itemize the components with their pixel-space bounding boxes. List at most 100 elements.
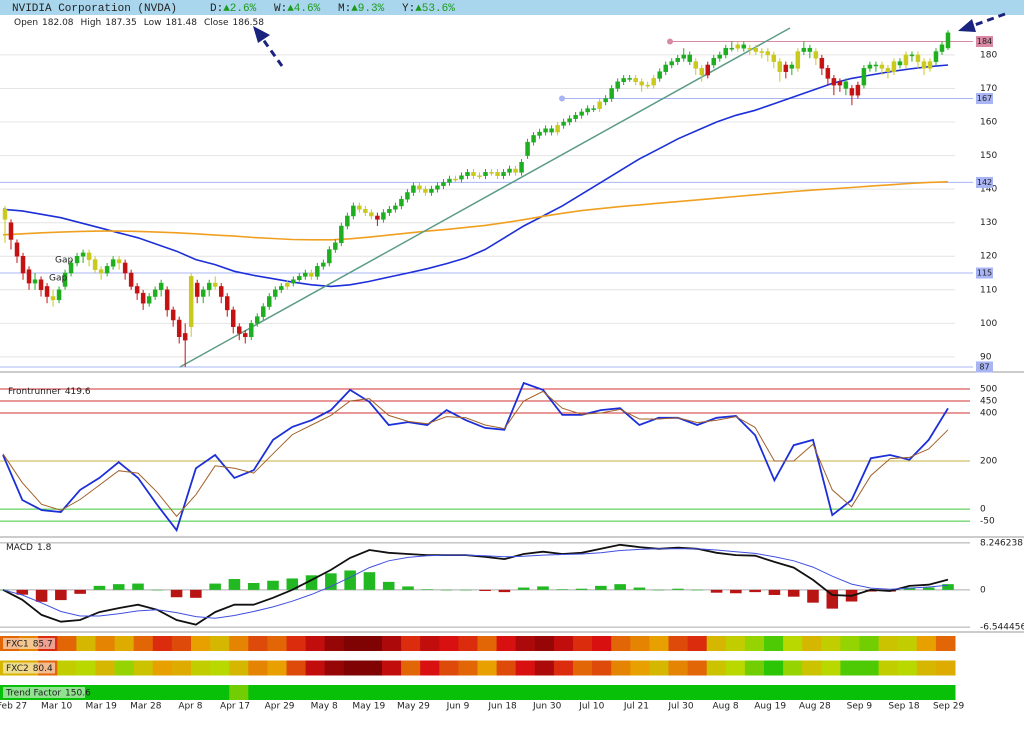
histogram-bar (151, 589, 164, 591)
heat-cell (802, 685, 822, 700)
heat-cell (305, 660, 326, 676)
period-change: D:▲2.6% (210, 3, 257, 15)
candle-body (20, 255, 26, 274)
candle-body (597, 101, 602, 109)
heat-cell (878, 685, 899, 700)
arrow (971, 12, 1006, 28)
heat-cell (248, 685, 268, 700)
heat-cell (439, 660, 459, 676)
candle-body (813, 51, 819, 59)
ohlc-label: Close (204, 18, 229, 28)
heat-cell (114, 660, 135, 676)
histogram-bar (363, 572, 376, 590)
candle-body (639, 81, 644, 86)
candle-body (303, 272, 308, 277)
y-tick-label: 0 (980, 585, 986, 595)
candle-body (873, 64, 879, 67)
heat-cell (191, 685, 211, 700)
period-change: M:▲9.3% (338, 3, 385, 15)
heat-cell (935, 636, 956, 651)
candle-body (459, 175, 464, 180)
level-label: 87 (979, 362, 989, 371)
y-tick-label: 170 (980, 84, 997, 94)
heat-cell (152, 660, 173, 676)
arrow-head (253, 26, 270, 43)
histogram-bar (749, 589, 761, 593)
candle-body (579, 111, 584, 116)
heat-cell (382, 660, 402, 676)
x-tick-label: Jul 30 (667, 702, 693, 712)
candle-body (675, 58, 680, 62)
candle-body (543, 128, 548, 133)
histogram-bar (498, 589, 511, 593)
candle-body (62, 272, 68, 287)
heat-cell (496, 636, 517, 651)
candle-body (573, 115, 578, 119)
candle-body (297, 276, 302, 280)
heat-cell (592, 685, 612, 700)
candle-body (381, 212, 386, 220)
candle-body (483, 172, 488, 176)
candle-body (309, 272, 314, 277)
candle-body (765, 51, 771, 56)
heat-cell (439, 636, 459, 651)
histogram-bar (209, 583, 221, 590)
heat-cell (152, 685, 173, 700)
heat-cell (420, 636, 440, 651)
candle-body (110, 259, 116, 267)
candle-body (609, 88, 614, 99)
candle-body (122, 262, 128, 274)
heat-value: 80.4 (33, 664, 53, 674)
candle-body (789, 64, 795, 69)
heat-cell (764, 660, 784, 676)
heat-cell (668, 660, 689, 676)
candle-body (236, 326, 242, 334)
histogram-bar (325, 573, 337, 590)
heat-cell (362, 636, 383, 651)
candle-body (315, 266, 320, 277)
gap-annotation: Gap (55, 256, 73, 266)
y-tick-label: 140 (980, 185, 997, 195)
heat-cell (458, 636, 478, 651)
candle-body (921, 61, 927, 69)
candle-body (537, 131, 542, 136)
heat-cell (553, 660, 574, 676)
heat-cell (878, 660, 899, 676)
candle-body (915, 54, 921, 62)
candle-body (453, 178, 458, 181)
level-label: 167 (977, 94, 992, 103)
heat-cell (534, 636, 555, 651)
histogram-bar (74, 589, 86, 594)
heat-cell (916, 636, 937, 651)
x-tick-label: Feb 27 (0, 702, 27, 712)
candle-body (717, 54, 723, 59)
heat-cell (267, 685, 287, 700)
heat-cell (286, 660, 307, 676)
candle-body (801, 47, 807, 52)
candle-body (2, 209, 8, 220)
heat-cell (267, 636, 287, 651)
heat-cell (630, 636, 650, 651)
heat-cell (534, 660, 555, 676)
heat-cell (152, 636, 173, 651)
heat-cell (897, 660, 918, 676)
candle-body (561, 121, 566, 126)
heat-cell (76, 660, 96, 676)
candle-body (555, 125, 560, 133)
y-tick-label: 180 (980, 50, 997, 60)
y-tick-label: 450 (980, 396, 997, 406)
heat-cell (362, 685, 383, 700)
arrow (260, 37, 284, 67)
x-tick-label: Sep 18 (888, 702, 920, 712)
level-badge (976, 267, 993, 279)
histogram-bar (286, 578, 299, 590)
candle-body (212, 282, 218, 287)
candle-body (80, 252, 86, 257)
candle-body (291, 279, 296, 284)
heat-cell (821, 660, 841, 676)
histogram-bar (807, 589, 819, 603)
trendline (179, 27, 791, 368)
candle-body (831, 78, 837, 86)
candle-body (50, 296, 56, 301)
level-badge (976, 176, 993, 188)
